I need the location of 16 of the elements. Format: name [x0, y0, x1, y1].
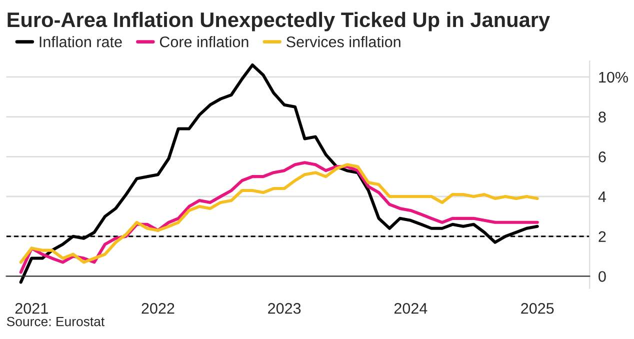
y-tick-label: 10% — [599, 72, 628, 83]
y-tick-label: 2 — [598, 231, 606, 242]
x-tick-label: 2021 — [15, 302, 48, 314]
chart-title: Euro-Area Inflation Unexpectedly Ticked Up in January — [8, 12, 550, 32]
y-tick-label: 0 — [598, 271, 606, 282]
y-tick-label: 8 — [598, 112, 606, 122]
x-tick-label: 2023 — [268, 302, 301, 314]
legend-label: Inflation rate — [40, 36, 122, 48]
x-tick-label: 2022 — [142, 302, 174, 314]
y-tick-label: 6 — [598, 152, 606, 162]
legend-label: Core inflation — [160, 36, 248, 48]
x-tick-label: 2025 — [521, 302, 554, 314]
x-tick-label: 2024 — [394, 302, 428, 314]
source-note: Source: Eurostat — [6, 316, 105, 326]
legend-label: Services inflation — [286, 36, 400, 48]
y-tick-label: 4 — [598, 192, 606, 202]
